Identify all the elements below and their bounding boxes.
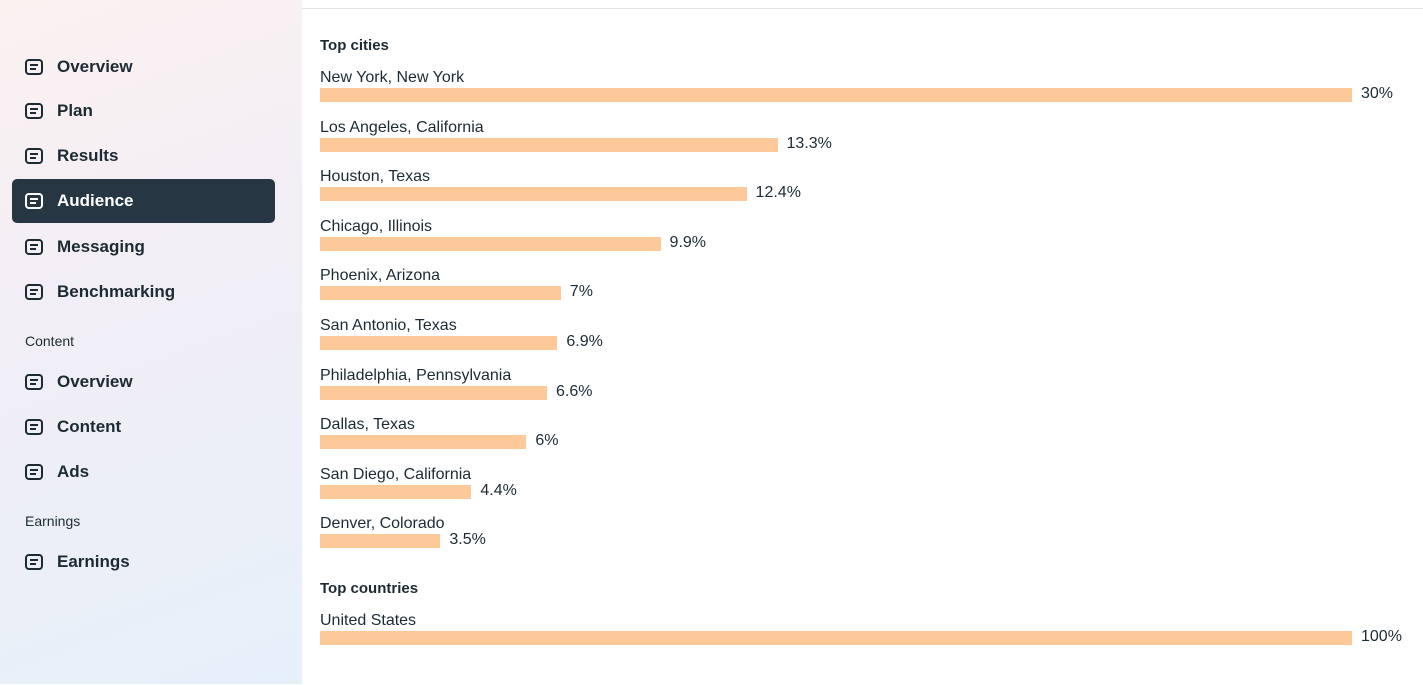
nav-icon (25, 554, 43, 570)
nav-item[interactable]: Plan (12, 89, 275, 133)
value-label: 9.9% (669, 233, 707, 251)
nav-icon (25, 419, 43, 435)
value-label: 6.9% (566, 333, 603, 350)
nav-item[interactable]: Earnings (12, 540, 275, 584)
city-label: Los Angeles, California (320, 118, 484, 136)
bar (320, 88, 1352, 102)
section-title: Top countries (320, 580, 419, 597)
value-label: 100% (1361, 628, 1402, 645)
nav-label: Overview (57, 372, 133, 391)
nav-label: Overview (57, 57, 133, 76)
city-label: Chicago, Illinois (320, 217, 433, 235)
main-panel: Top cities New York, New York 30% Los Angel… (302, 8, 1423, 685)
value-label: 6% (535, 432, 559, 450)
nav-label: Ads (57, 462, 90, 481)
bar (320, 484, 472, 499)
nav-icon (25, 103, 43, 119)
value-label: 12.4% (755, 184, 801, 202)
nav-icon (25, 374, 43, 390)
nav-item[interactable]: Benchmarking (12, 270, 275, 314)
nav-label: Plan (57, 101, 93, 120)
bar (320, 336, 558, 350)
bar (320, 187, 747, 202)
nav-icon (25, 193, 43, 209)
sidebar: Overview Plan Results Audience Messaging Benc… (0, 0, 302, 684)
bar (320, 286, 561, 301)
nav-icon (25, 59, 43, 75)
nav-icon (25, 148, 43, 164)
section-title: Top cities (320, 37, 389, 54)
nav-item[interactable]: Messaging (12, 225, 275, 269)
city-label: Phoenix, Arizona (320, 267, 441, 285)
nav-label: Content (57, 417, 122, 436)
nav-item[interactable]: Overview (12, 45, 275, 89)
value-label: 30% (1361, 85, 1394, 102)
nav-item[interactable]: Overview (12, 360, 275, 404)
city-label: San Diego, California (320, 465, 472, 483)
nav-label: Messaging (57, 237, 145, 256)
value-label: 6.6% (556, 382, 593, 400)
nav-item[interactable]: Content (12, 405, 275, 449)
value-label: 7% (569, 283, 593, 301)
nav-label: Benchmarking (57, 282, 176, 301)
city-label: United States (320, 612, 417, 629)
nav-item[interactable]: Ads (12, 450, 275, 494)
nav-icon (25, 464, 43, 480)
nav-label: Audience (57, 191, 134, 210)
bar (320, 236, 661, 251)
value-label: 4.4% (480, 481, 517, 499)
section-heading: Content (25, 333, 75, 349)
value-label: 3.5% (449, 531, 486, 549)
city-label: Philadelphia, Pennsylvania (320, 366, 512, 384)
section-heading: Earnings (25, 513, 81, 529)
bar (320, 385, 548, 400)
bar (320, 534, 441, 549)
city-label: Dallas, Texas (320, 416, 415, 434)
city-label: Denver, Colorado (320, 515, 445, 533)
nav-item[interactable]: Results (12, 134, 275, 178)
bar (320, 631, 1352, 645)
city-label: Houston, Texas (320, 168, 430, 186)
bar (320, 435, 527, 450)
value-label: 13.3% (786, 134, 832, 152)
nav-icon (25, 239, 43, 255)
nav-label: Earnings (57, 552, 130, 571)
city-label: New York, New York (320, 69, 465, 86)
nav-icon (25, 284, 43, 300)
nav-item[interactable]: Audience (12, 179, 275, 223)
bar (320, 137, 778, 152)
nav-label: Results (57, 146, 119, 165)
city-label: San Antonio, Texas (320, 317, 457, 334)
